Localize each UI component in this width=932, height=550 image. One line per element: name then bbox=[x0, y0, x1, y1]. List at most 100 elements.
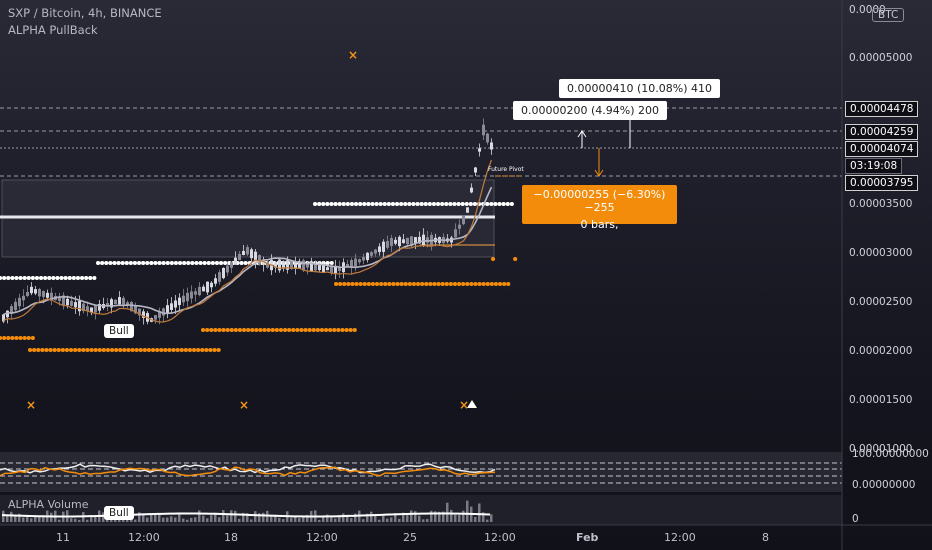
candle-body bbox=[298, 261, 301, 269]
candle-body bbox=[194, 291, 197, 295]
candle-body bbox=[314, 263, 317, 271]
volume-bar bbox=[394, 513, 397, 522]
candle-body bbox=[42, 291, 45, 297]
candle-body bbox=[262, 260, 265, 265]
candle-body bbox=[130, 302, 133, 312]
candle-body bbox=[186, 292, 189, 302]
volume-bar bbox=[402, 512, 405, 522]
candle-body bbox=[22, 295, 25, 301]
candle-body bbox=[210, 282, 213, 288]
candle-body bbox=[174, 300, 177, 308]
volume-bar bbox=[450, 509, 453, 522]
candle-body bbox=[426, 237, 429, 243]
volume-panel-title[interactable]: ALPHA Volume bbox=[8, 498, 89, 511]
volume-bar bbox=[18, 513, 21, 522]
price-label-top: 0.0000 bbox=[849, 4, 886, 16]
osc-axis-label: 0.00000000 bbox=[852, 479, 916, 491]
candle-body bbox=[334, 266, 337, 274]
candle-body bbox=[58, 297, 61, 302]
volume-bar bbox=[70, 518, 73, 522]
cross-marker: × bbox=[459, 398, 470, 412]
volume-bar bbox=[250, 519, 253, 522]
volume-bar bbox=[214, 512, 217, 522]
volume-bar bbox=[294, 516, 297, 522]
candle-body bbox=[462, 215, 465, 225]
volume-bar bbox=[2, 510, 5, 522]
volume-bar bbox=[378, 519, 381, 522]
volume-bar bbox=[90, 515, 93, 522]
candle-body bbox=[354, 258, 357, 267]
candle-body bbox=[458, 224, 461, 229]
volume-bar bbox=[382, 513, 385, 522]
candle-body bbox=[406, 237, 409, 245]
volume-bar bbox=[206, 518, 209, 522]
candle-body bbox=[106, 303, 109, 307]
indicator-title[interactable]: ALPHA PullBack bbox=[8, 23, 98, 37]
volume-bar bbox=[234, 510, 237, 522]
candle-body bbox=[254, 251, 257, 262]
candle-body bbox=[182, 295, 185, 303]
time-label: 12:00 bbox=[664, 531, 696, 544]
volume-bar bbox=[14, 515, 17, 522]
candle-body bbox=[82, 303, 85, 312]
candle-body bbox=[294, 261, 297, 269]
volume-bar bbox=[410, 510, 413, 522]
volume-bar bbox=[254, 511, 257, 522]
candle-body bbox=[202, 286, 205, 292]
candle-body bbox=[18, 297, 21, 307]
candle-body bbox=[74, 302, 77, 308]
candle-body bbox=[422, 234, 425, 246]
volume-bar bbox=[418, 515, 421, 522]
volume-bar bbox=[282, 518, 285, 522]
candle-body bbox=[266, 262, 269, 268]
candle-body bbox=[190, 291, 193, 299]
symbol-title[interactable]: SXP / Bitcoin, 4h, BINANCE bbox=[8, 6, 162, 20]
price-box-label: 0.00004478 bbox=[845, 101, 919, 117]
volume-bar bbox=[458, 515, 461, 522]
candle-body bbox=[390, 238, 393, 246]
candle-body bbox=[142, 311, 145, 318]
candle-body bbox=[34, 289, 37, 294]
volume-bar bbox=[490, 514, 493, 522]
volume-bar bbox=[178, 513, 181, 522]
volume-bar bbox=[466, 500, 469, 522]
price-box-label: 0.00003795 bbox=[845, 175, 919, 191]
candle-body bbox=[378, 246, 381, 252]
cross-marker: × bbox=[239, 398, 250, 412]
candle-body bbox=[386, 241, 389, 248]
candle-body bbox=[402, 239, 405, 244]
candle-body bbox=[198, 286, 201, 296]
candle-body bbox=[338, 266, 341, 271]
candle-body bbox=[110, 299, 113, 308]
candle-body bbox=[6, 310, 9, 318]
volume-bar bbox=[246, 513, 249, 522]
volume-bar bbox=[218, 517, 221, 522]
candle-body bbox=[326, 267, 329, 271]
volume-bar bbox=[486, 519, 489, 522]
price-label: 0.00002500 bbox=[849, 296, 913, 308]
candle-body bbox=[274, 262, 277, 268]
volume-bar bbox=[430, 510, 433, 522]
time-label: 11 bbox=[56, 531, 70, 544]
volume-bar bbox=[106, 519, 109, 522]
candle-body bbox=[418, 236, 421, 244]
currency-badge[interactable]: BTC bbox=[872, 8, 905, 22]
oscillator-panel-bg bbox=[0, 452, 842, 492]
volume-bar bbox=[322, 515, 325, 522]
time-label: 12:00 bbox=[484, 531, 516, 544]
candle-body bbox=[154, 315, 157, 320]
osc-axis-label: 100.00000000 bbox=[852, 448, 929, 460]
candle-body bbox=[218, 272, 221, 282]
volume-bar bbox=[102, 512, 105, 522]
volume-bar bbox=[438, 511, 441, 522]
candle-body bbox=[302, 260, 305, 271]
candle-body bbox=[474, 167, 477, 173]
candle-body bbox=[382, 241, 385, 252]
volume-bar bbox=[406, 515, 409, 522]
volume-axis-label: 0 bbox=[852, 513, 859, 525]
volume-bull-label: Bull bbox=[104, 506, 134, 520]
volume-bar bbox=[22, 517, 25, 522]
candle-body bbox=[118, 297, 121, 305]
